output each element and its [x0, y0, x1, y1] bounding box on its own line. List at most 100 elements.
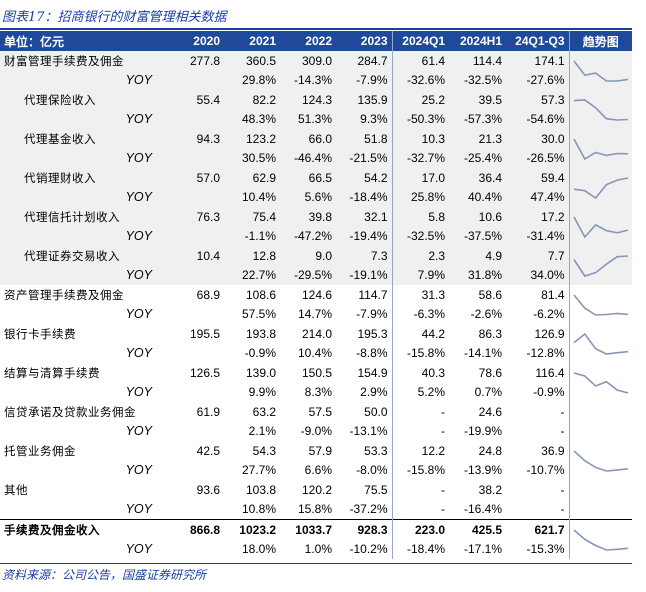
cell-2022: 57.9: [308, 443, 332, 458]
table-row-yoy: YOY 57.5% 14.7% -7.9% -6.3% -2.6% -6.2%: [0, 304, 632, 324]
cell-2024q1: 5.8: [391, 207, 449, 227]
cell-2021: 123.2: [224, 129, 280, 149]
cell-2024q1: 44.2: [391, 324, 449, 344]
cell-2024q1: 25.8%: [391, 187, 449, 207]
cell-2024q1: -: [391, 480, 449, 500]
table-row-yoy: YOY 10.8% 15.8% -37.2% - -16.4% -: [0, 499, 632, 520]
table-row-yoy: YOY -1.1% -47.2% -19.4% -32.5% -37.5% -31.4%: [0, 226, 632, 246]
trend-cell: [568, 285, 632, 324]
cell-24q1-q3: 81.4: [541, 287, 565, 302]
row-label: 代理基金收入: [0, 129, 174, 149]
sparkline-path: [573, 176, 628, 199]
cell-2024h1: 78.6: [478, 365, 502, 380]
cell-2022: 309.0: [280, 51, 336, 71]
cell-24q1-q3: 116.4: [535, 365, 565, 380]
cell-2023: -37.2%: [349, 502, 388, 517]
cell-2024h1: -13.9%: [463, 463, 502, 478]
row-label: 手续费及佣金收入: [0, 519, 174, 540]
cell-2020: 76.3: [174, 207, 224, 227]
cell-24q1-q3: -12.8%: [526, 346, 565, 361]
cell-2022: 120.2: [301, 482, 332, 497]
cell-24q1-q3: -27.6%: [506, 70, 569, 90]
cell-24q1-q3: -26.5%: [506, 148, 569, 168]
cell-2023: -7.9%: [356, 307, 388, 322]
cell-2020: 126.5: [189, 365, 220, 380]
row-label: 代理证券交易收入: [0, 246, 174, 266]
cell-2021: 75.4: [224, 207, 280, 227]
yoy-label: YOY: [0, 226, 174, 246]
cell-2020: 42.5: [196, 443, 220, 458]
cell-2023: 50.0: [364, 404, 388, 419]
cell-2024h1: 10.6: [449, 207, 506, 227]
sparkline-path: [572, 254, 628, 277]
cell-24q1-q3: -: [560, 482, 565, 497]
cell-2021: 103.8: [245, 482, 276, 497]
table-row-yoy: YOY 27.7% 6.6% -8.0% -15.8% -13.9% -10.7%: [0, 460, 632, 480]
cell-2020: [174, 422, 224, 442]
yoy-label: YOY: [0, 109, 174, 129]
cell-2024q1: 223.0: [391, 519, 449, 540]
cell-2023: 928.3: [336, 519, 392, 540]
cell-2023: -19.1%: [336, 265, 392, 285]
trend-cell: [568, 324, 632, 363]
header-trend: 趋势图: [568, 31, 632, 51]
cell-2024h1: 36.4: [449, 168, 506, 188]
cell-2023: 114.7: [358, 287, 388, 302]
cell-2022: 1.0%: [304, 542, 332, 557]
cell-2023: -18.4%: [336, 187, 392, 207]
table-row: 财富管理手续费及佣金 277.8 360.5 309.0 284.7 61.4 114.4 1…: [0, 51, 632, 90]
cell-2022: -46.4%: [280, 148, 336, 168]
cell-2020: 866.8: [174, 519, 224, 540]
table-row: 结算与清算手续费 126.5 139.0 150.5 154.9 40.3 78.6 116.…: [0, 363, 632, 402]
cell-24q1-q3: 17.2: [506, 207, 569, 227]
cell-2022: 39.8: [280, 207, 336, 227]
cell-2020: [174, 70, 224, 90]
cell-2023: -19.4%: [336, 226, 392, 246]
cell-2024q1: -15.8%: [391, 460, 449, 480]
cell-2021: 54.3: [252, 443, 276, 458]
trend-cell: [568, 402, 632, 441]
table-row: 银行卡手续费 195.5 193.8 214.0 195.3 44.2 86.3 126.9: [0, 324, 632, 363]
row-label: 代理保险收入: [0, 90, 174, 110]
cell-2020: 68.9: [196, 287, 220, 302]
cell-2024q1: 5.2%: [391, 382, 449, 402]
cell-2021: 2.1%: [248, 424, 276, 439]
table-row: 资产管理手续费及佣金 68.9 108.6 124.6 114.7 31.3 58.6 81.…: [0, 285, 632, 324]
trend-cell: [568, 129, 632, 168]
row-label: 代销理财收入: [0, 168, 174, 188]
cell-2022: 51.3%: [280, 109, 336, 129]
cell-2024h1: -2.6%: [470, 307, 502, 322]
cell-2020: [174, 187, 224, 207]
cell-2021: 360.5: [224, 51, 280, 71]
cell-2022: -47.2%: [280, 226, 336, 246]
cell-2020: 93.6: [196, 482, 220, 497]
table-row-yoy: YOY 2.1% -9.0% -13.1% - -19.9% -: [0, 421, 632, 442]
cell-2022: 5.6%: [280, 187, 336, 207]
cell-2021: 1023.2: [224, 519, 280, 540]
cell-2024q1: -32.6%: [391, 70, 449, 90]
trend-cell: [568, 519, 632, 559]
sparkline-path: [572, 60, 628, 82]
cell-2020: 277.8: [174, 51, 224, 71]
sparkline-path: [572, 216, 628, 238]
header-2022: 2022: [280, 31, 336, 51]
cell-2023: 2.9%: [360, 385, 388, 400]
cell-2024h1: -17.1%: [463, 542, 502, 557]
cell-2023: 51.8: [336, 129, 392, 149]
row-label: 资产管理手续费及佣金: [4, 287, 124, 302]
row-label: 其他: [4, 482, 28, 497]
trend-cell: [568, 441, 632, 480]
table-row: 其他 93.6 103.8 120.2 75.5-38.2-: [0, 480, 632, 520]
cell-2023: -8.0%: [356, 463, 388, 478]
cell-2024q1: 25.2: [391, 90, 449, 110]
cell-2023: -7.9%: [336, 70, 392, 90]
yoy-label: YOY: [0, 265, 174, 285]
cell-24q1-q3: 30.0: [506, 129, 569, 149]
table-row: 代理保险收入 55.4 82.2 124.3 135.9 25.2 39.5 57.3: [0, 90, 632, 129]
cell-2023: 32.1: [336, 207, 392, 227]
cell-2023: 154.9: [357, 365, 388, 380]
cell-2022: 214.0: [301, 326, 332, 341]
cell-2021: 10.8%: [241, 502, 276, 517]
cell-2023: 7.3: [336, 246, 392, 266]
cell-24q1-q3: 7.7: [506, 246, 569, 266]
